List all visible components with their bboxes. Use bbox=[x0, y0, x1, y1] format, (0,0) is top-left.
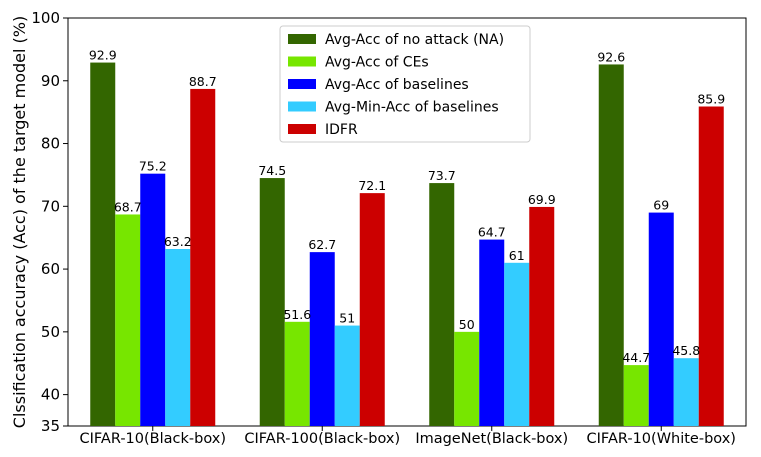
bar bbox=[360, 193, 385, 426]
bar-value-label: 92.9 bbox=[89, 48, 117, 63]
bar bbox=[699, 107, 724, 426]
y-tick-label: 100 bbox=[31, 9, 60, 27]
x-tick-label: CIFAR-100(Black-box) bbox=[244, 431, 400, 447]
legend: Avg-Acc of no attack (NA) Avg-Acc of CEs A… bbox=[280, 26, 530, 142]
bar bbox=[190, 89, 215, 426]
bar-value-label: 44.7 bbox=[622, 350, 650, 365]
bar bbox=[335, 326, 360, 426]
bar-value-label: 75.2 bbox=[139, 159, 167, 174]
bar-value-label: 64.7 bbox=[478, 225, 506, 240]
y-tick-label: 35 bbox=[41, 417, 60, 435]
y-axis-label: Clssification accuracy (Acc) of the targ… bbox=[10, 16, 29, 428]
y-tick-label: 80 bbox=[41, 135, 60, 153]
bar bbox=[624, 365, 649, 426]
bar bbox=[429, 183, 454, 426]
legend-swatch bbox=[288, 57, 316, 67]
bar bbox=[260, 178, 285, 426]
bar-value-label: 69 bbox=[653, 198, 669, 213]
bar bbox=[454, 332, 479, 426]
bar bbox=[165, 249, 190, 426]
legend-label: Avg-Acc of CEs bbox=[325, 55, 429, 71]
legend-label: Avg-Min-Acc of baselines bbox=[325, 100, 499, 116]
legend-label: Avg-Acc of no attack (NA) bbox=[325, 32, 504, 48]
bar-value-label: 73.7 bbox=[428, 168, 456, 183]
bar bbox=[504, 263, 529, 426]
bar-value-label: 63.2 bbox=[164, 234, 192, 249]
bar bbox=[674, 358, 699, 426]
legend-swatch bbox=[288, 102, 316, 112]
legend-swatch bbox=[288, 34, 316, 44]
bar-value-label: 50 bbox=[459, 317, 475, 332]
bar bbox=[115, 214, 140, 426]
bar bbox=[310, 252, 335, 426]
bar-value-label: 69.9 bbox=[528, 192, 556, 207]
bar bbox=[649, 213, 674, 426]
x-axis-ticks: CIFAR-10(Black-box) CIFAR-100(Black-box) I… bbox=[80, 426, 736, 447]
y-tick-label: 60 bbox=[41, 260, 60, 278]
bar-value-label: 88.7 bbox=[189, 74, 217, 89]
legend-swatch bbox=[288, 79, 316, 89]
x-tick-label: CIFAR-10(White-box) bbox=[587, 431, 736, 447]
y-tick-label: 40 bbox=[41, 386, 60, 404]
y-axis-ticks: 35 40 50 60 70 80 90 100 bbox=[31, 9, 68, 435]
legend-swatch bbox=[288, 124, 316, 134]
y-tick-label: 50 bbox=[41, 323, 60, 341]
x-tick-label: ImageNet(Black-box) bbox=[415, 431, 568, 447]
bar-value-label: 51 bbox=[339, 311, 355, 326]
bar bbox=[599, 64, 624, 426]
y-tick-label: 70 bbox=[41, 197, 60, 215]
legend-label: Avg-Acc of baselines bbox=[325, 77, 469, 93]
bar-value-label: 62.7 bbox=[308, 237, 336, 252]
bar bbox=[140, 174, 165, 426]
y-tick-label: 90 bbox=[41, 72, 60, 90]
bar bbox=[285, 322, 310, 426]
bar-value-label: 61 bbox=[509, 248, 525, 263]
bar-value-label: 92.6 bbox=[597, 49, 625, 64]
bar bbox=[479, 240, 504, 426]
x-tick-label: CIFAR-10(Black-box) bbox=[80, 431, 227, 447]
bar-value-label: 51.6 bbox=[283, 307, 311, 322]
bar-value-label: 74.5 bbox=[258, 163, 286, 178]
legend-label: IDFR bbox=[325, 122, 358, 138]
bar bbox=[529, 207, 554, 426]
bar-value-label: 45.8 bbox=[672, 343, 700, 358]
bar-value-label: 68.7 bbox=[114, 199, 142, 214]
bar-value-label: 72.1 bbox=[358, 178, 386, 193]
bar-value-label: 85.9 bbox=[697, 92, 725, 107]
bar bbox=[90, 63, 115, 426]
